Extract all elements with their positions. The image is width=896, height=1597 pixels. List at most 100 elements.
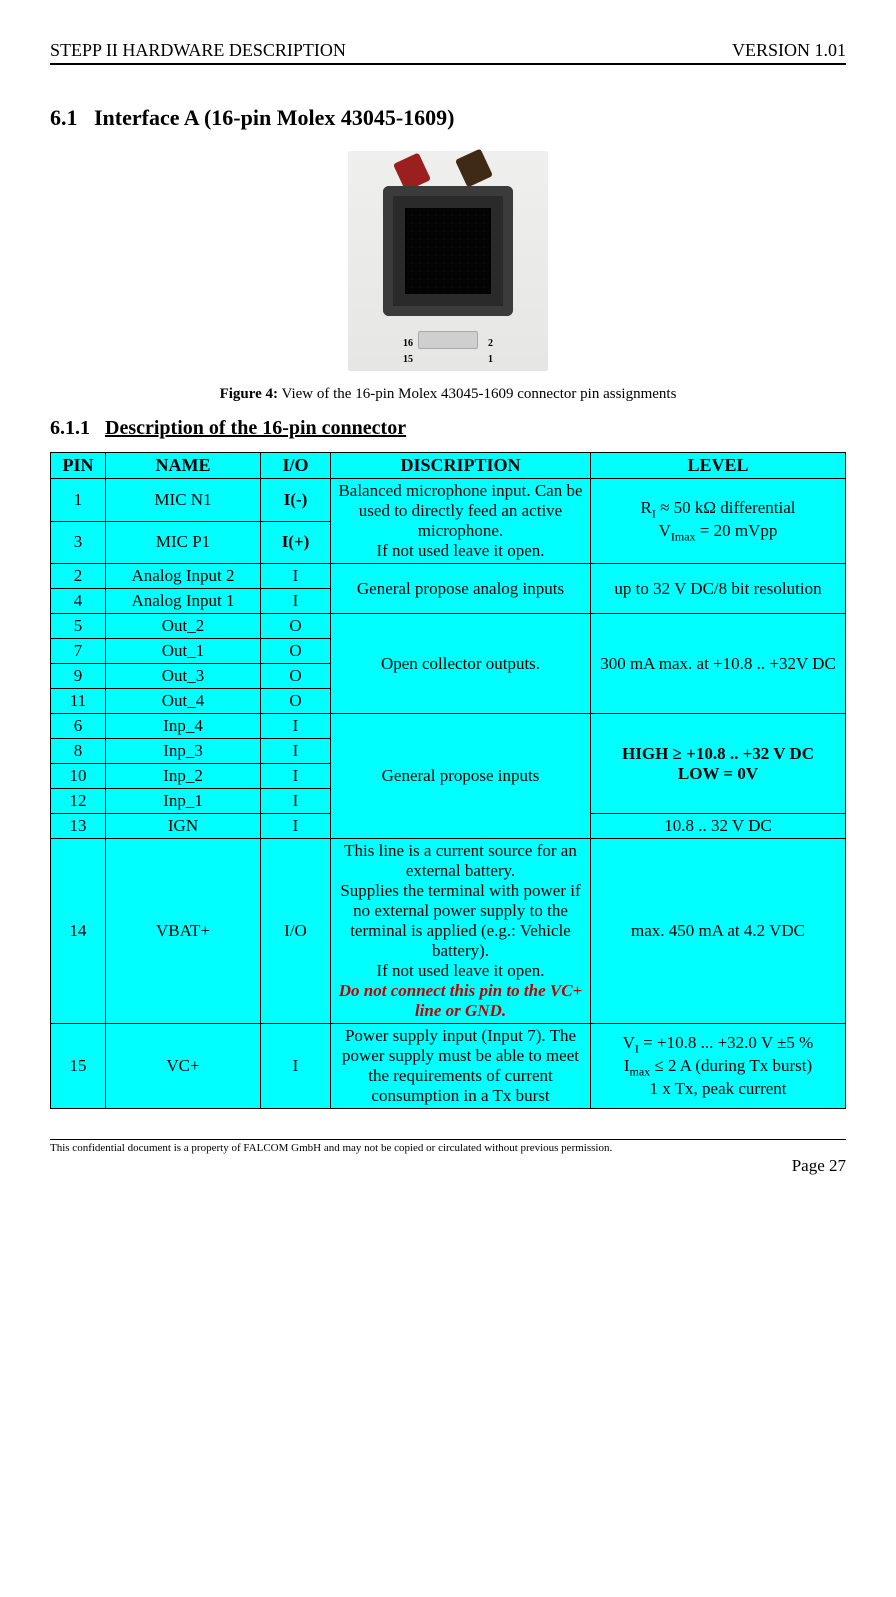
cell-name: Inp_1 xyxy=(106,789,261,814)
cell-io: I xyxy=(261,764,331,789)
cell-io: O xyxy=(261,664,331,689)
connector-body xyxy=(383,186,513,316)
cell-pin: 4 xyxy=(51,589,106,614)
cell-io: O xyxy=(261,639,331,664)
cell-desc-vbat: This line is a current source for an ext… xyxy=(331,839,591,1024)
cell-name: Inp_3 xyxy=(106,739,261,764)
cell-pin: 11 xyxy=(51,689,106,714)
cell-pin: 14 xyxy=(51,839,106,1024)
cell-desc-mic: Balanced microphone input. Can be used t… xyxy=(331,479,591,564)
cell-pin: 12 xyxy=(51,789,106,814)
table-row: 14 VBAT+ I/O This line is a current sour… xyxy=(51,839,846,1024)
cell-pin: 10 xyxy=(51,764,106,789)
cell-io: I xyxy=(261,564,331,589)
figure-label: Figure 4: xyxy=(220,386,278,402)
t: This line is a current source for an ext… xyxy=(344,841,577,880)
t: LOW = 0V xyxy=(678,764,758,783)
cell-io: O xyxy=(261,689,331,714)
header-right: VERSION 1.01 xyxy=(732,40,846,61)
cell-level: 300 mA max. at +10.8 .. +32V DC xyxy=(591,614,846,714)
t: HIGH ≥ +10.8 .. +32 V DC xyxy=(622,744,814,763)
t: max xyxy=(629,1064,650,1078)
cell-desc: Power supply input (Input 7). The power … xyxy=(331,1024,591,1109)
cell-io: I(+) xyxy=(261,521,331,564)
page-header: STEPP II HARDWARE DESCRIPTION VERSION 1.… xyxy=(50,40,846,65)
figure-caption-text: View of the 16-pin Molex 43045-1609 conn… xyxy=(278,386,676,402)
cell-io: I xyxy=(261,1024,331,1109)
cell-io: I/O xyxy=(261,839,331,1024)
cell-pin: 1 xyxy=(51,479,106,522)
section-num: 6.1 xyxy=(50,105,78,130)
cell-io: I xyxy=(261,589,331,614)
cell-pin: 13 xyxy=(51,814,106,839)
t: = 20 mVpp xyxy=(696,521,778,540)
table-row: 6 Inp_4 I General propose inputs HIGH ≥ … xyxy=(51,714,846,739)
cell-name: Out_3 xyxy=(106,664,261,689)
table-row: 2 Analog Input 2 I General propose analo… xyxy=(51,564,846,589)
section-text: Interface A (16-pin Molex 43045-1609) xyxy=(94,105,455,130)
cell-io: I xyxy=(261,789,331,814)
t: Imax xyxy=(671,529,696,543)
figure: 16 2 15 1 xyxy=(50,151,846,376)
pin-16: 16 xyxy=(403,338,413,349)
subsection-num: 6.1.1 xyxy=(50,417,90,439)
t: V xyxy=(623,1033,635,1052)
subsection-title: 6.1.1 Description of the 16-pin connecto… xyxy=(50,417,846,440)
t: ≈ 50 kΩ differential xyxy=(656,498,796,517)
cell-pin: 7 xyxy=(51,639,106,664)
cell-io: I xyxy=(261,714,331,739)
cell-pin: 8 xyxy=(51,739,106,764)
cell-level: max. 450 mA at 4.2 VDC xyxy=(591,839,846,1024)
cell-io: I xyxy=(261,814,331,839)
t: Supplies the terminal with power if no e… xyxy=(340,881,580,960)
cell-name: Out_4 xyxy=(106,689,261,714)
t: V xyxy=(659,521,671,540)
pin-labels-top: 16 2 xyxy=(403,338,493,349)
cell-name: VBAT+ xyxy=(106,839,261,1024)
table-header-row: PIN NAME I/O DISCRIPTION LEVEL xyxy=(51,453,846,479)
connector-image: 16 2 15 1 xyxy=(348,151,548,371)
cell-name: Inp_4 xyxy=(106,714,261,739)
cell-pin: 6 xyxy=(51,714,106,739)
col-pin: PIN xyxy=(51,453,106,479)
pin-table: PIN NAME I/O DISCRIPTION LEVEL 1 MIC N1 … xyxy=(50,452,846,1109)
cell-desc: General propose inputs xyxy=(331,714,591,839)
footer-text: This confidential document is a property… xyxy=(50,1142,612,1154)
cell-level-mic: RI ≈ 50 kΩ differential VImax = 20 mVpp xyxy=(591,479,846,564)
cell-level-inp: HIGH ≥ +10.8 .. +32 V DC LOW = 0V xyxy=(591,714,846,814)
pin-15: 15 xyxy=(403,354,413,365)
cell-name: Out_1 xyxy=(106,639,261,664)
figure-caption: Figure 4: View of the 16-pin Molex 43045… xyxy=(50,386,846,403)
table-row: 5 Out_2 O Open collector outputs. 300 mA… xyxy=(51,614,846,639)
col-desc: DISCRIPTION xyxy=(331,453,591,479)
cell-pin: 3 xyxy=(51,521,106,564)
warning-text: Do not connect this pin to the VC+ line … xyxy=(339,981,582,1020)
cell-desc: Open collector outputs. xyxy=(331,614,591,714)
t: R xyxy=(640,498,651,517)
cell-desc: General propose analog inputs xyxy=(331,564,591,614)
text: Balanced microphone input. Can be used t… xyxy=(338,481,582,560)
cell-pin: 9 xyxy=(51,664,106,689)
header-left: STEPP II HARDWARE DESCRIPTION xyxy=(50,40,346,61)
cell-io: I xyxy=(261,739,331,764)
cell-io: I(-) xyxy=(261,479,331,522)
t: ≤ 2 A (during Tx burst) xyxy=(650,1056,812,1075)
t: If not used leave it open. xyxy=(376,961,544,980)
page-number: Page 27 xyxy=(50,1156,846,1176)
cell-pin: 2 xyxy=(51,564,106,589)
cell-name: VC+ xyxy=(106,1024,261,1109)
pin-2: 2 xyxy=(488,338,493,349)
cell-level: 10.8 .. 32 V DC xyxy=(591,814,846,839)
t: = +10.8 ... +32.0 V ±5 % xyxy=(639,1033,813,1052)
t: 1 x Tx, peak current xyxy=(649,1079,786,1098)
subsection-text: Description of the 16-pin connector xyxy=(105,417,406,439)
section-title: 6.1 Interface A (16-pin Molex 43045-1609… xyxy=(50,105,846,131)
cell-name: MIC P1 xyxy=(106,521,261,564)
col-level: LEVEL xyxy=(591,453,846,479)
table-row: 15 VC+ I Power supply input (Input 7). T… xyxy=(51,1024,846,1109)
pin-labels-bottom: 15 1 xyxy=(403,354,493,365)
cell-io: O xyxy=(261,614,331,639)
col-io: I/O xyxy=(261,453,331,479)
connector-cap-brown xyxy=(455,148,493,187)
cell-name: Analog Input 1 xyxy=(106,589,261,614)
